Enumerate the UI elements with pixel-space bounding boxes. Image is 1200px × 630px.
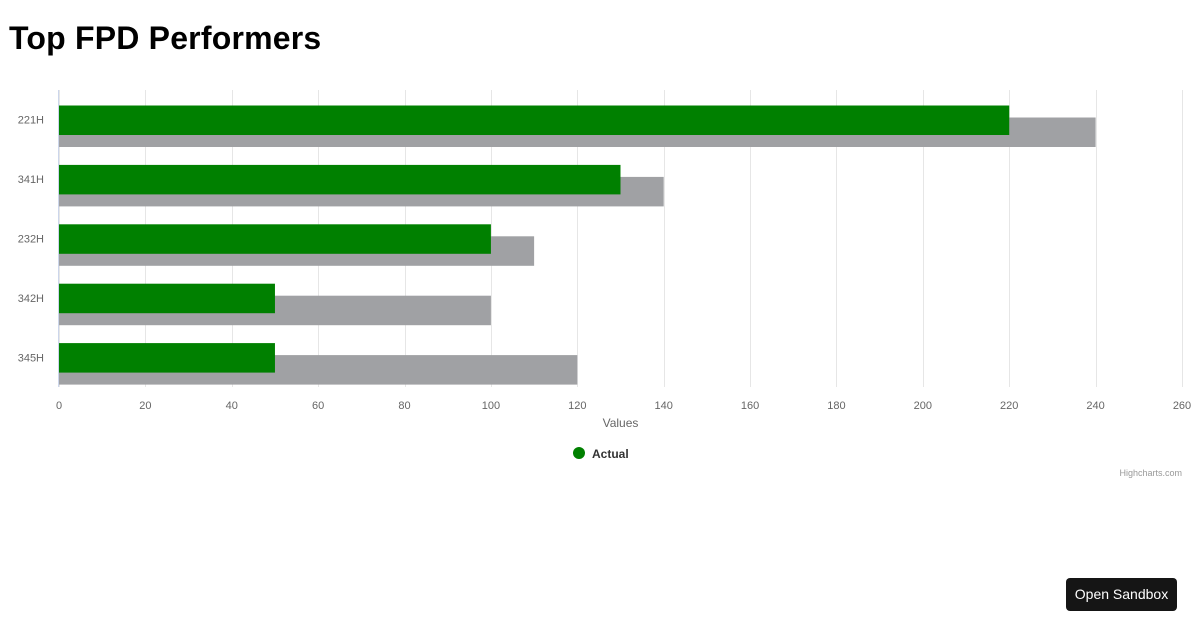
x-tick-label: 40	[226, 400, 238, 412]
open-sandbox-button[interactable]: Open Sandbox	[1066, 578, 1177, 611]
category-label: 342H	[18, 293, 44, 305]
bar-actual-345H	[59, 343, 275, 373]
x-tick-label: 220	[1000, 400, 1018, 412]
credits-link[interactable]: Highcharts.com	[1119, 468, 1182, 478]
category-label: 341H	[18, 174, 44, 186]
bar-actual-221H	[59, 105, 1010, 135]
x-tick-label: 60	[312, 400, 324, 412]
x-tick-label: 240	[1086, 400, 1104, 412]
x-tick-label: 80	[398, 400, 410, 412]
x-tick-label: 140	[655, 400, 673, 412]
page-title: Top FPD Performers	[9, 20, 322, 56]
category-label: 345H	[18, 352, 44, 364]
x-axis-title: Values	[603, 416, 639, 430]
x-tick-label: 20	[139, 400, 151, 412]
x-tick-label: 200	[914, 400, 932, 412]
legend-marker-actual	[573, 447, 585, 459]
bar-actual-232H	[59, 224, 491, 254]
bar-actual-342H	[59, 283, 275, 314]
x-tick-label: 180	[827, 400, 845, 412]
x-tick-label: 0	[56, 400, 62, 412]
x-tick-label: 100	[482, 400, 500, 412]
x-tick-label: 160	[741, 400, 759, 412]
legend-label-actual[interactable]: Actual	[592, 447, 629, 461]
x-tick-label: 120	[568, 400, 586, 412]
bar-actual-341H	[59, 164, 621, 195]
category-label: 221H	[18, 115, 44, 127]
category-label: 232H	[18, 234, 44, 246]
x-tick-label: 260	[1173, 400, 1191, 412]
